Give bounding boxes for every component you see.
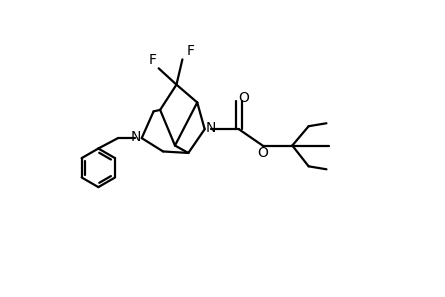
Text: N: N (206, 121, 216, 135)
Text: O: O (257, 146, 268, 160)
Text: F: F (186, 44, 194, 59)
Text: F: F (149, 53, 157, 67)
Text: N: N (130, 130, 141, 144)
Text: O: O (239, 91, 250, 105)
